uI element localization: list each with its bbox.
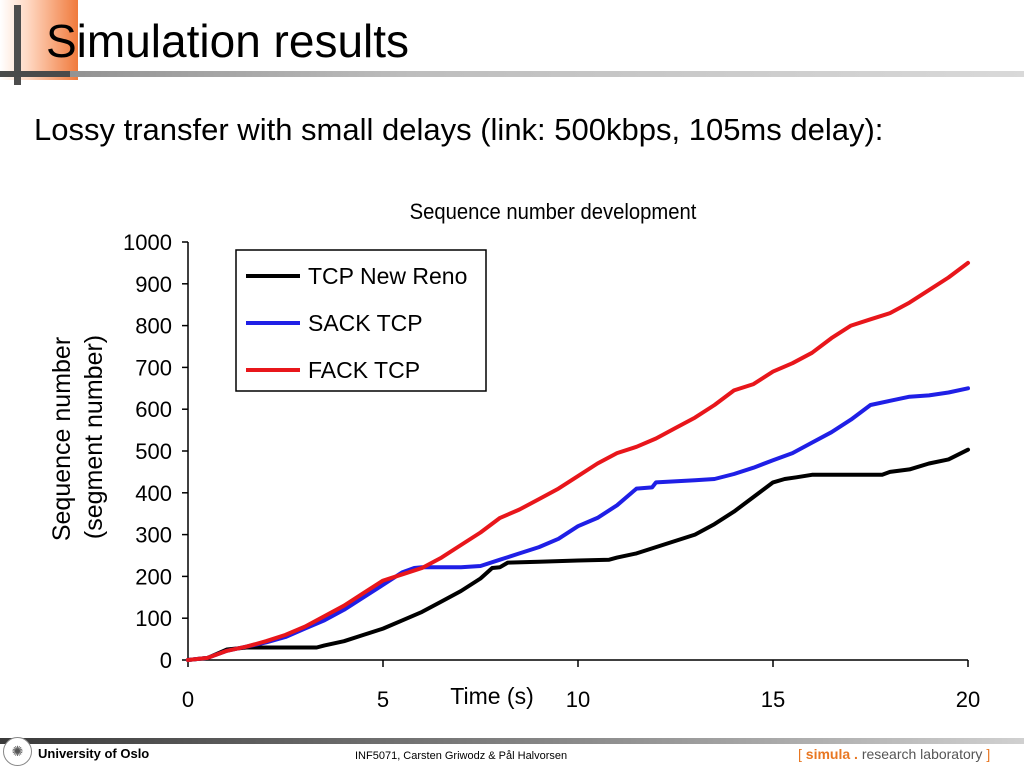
slide-title: Simulation results <box>46 15 410 67</box>
simula-logo: [ simula . research laboratory ] <box>798 746 990 762</box>
series-line-2 <box>186 386 970 662</box>
series-line-3 <box>186 260 970 662</box>
slide-subtitle: Lossy transfer with small delays (link: … <box>34 112 884 147</box>
university-seal-icon: ✺ <box>3 737 32 766</box>
title-accent-bar <box>14 5 21 85</box>
x-tick-label: 0 <box>182 687 194 712</box>
y-tick-label: 100 <box>135 606 172 631</box>
x-tick-label: 20 <box>956 687 980 712</box>
legend-label-1: TCP New Reno <box>308 263 467 289</box>
y-tick-label: 300 <box>135 523 172 548</box>
x-tick-label: 15 <box>761 687 785 712</box>
y-tick-label: 200 <box>135 564 172 589</box>
title-underline <box>0 71 1024 77</box>
series-line-1 <box>186 447 970 662</box>
legend-box <box>235 249 487 392</box>
y-tick-label: 700 <box>135 355 172 380</box>
y-axis-label-line1: Sequence number <box>48 337 76 541</box>
y-tick-label: 400 <box>135 481 172 506</box>
simula-bracket-open: [ <box>798 746 802 762</box>
chart-title: Sequence number development <box>410 200 697 224</box>
footer-line <box>0 738 1024 744</box>
legend-label-3: FACK TCP <box>308 357 420 383</box>
footer-course: INF5071, Carsten Griwodz & Pål Halvorsen <box>355 750 568 762</box>
simula-research-lab: research laboratory <box>861 746 983 762</box>
legend-label-2: SACK TCP <box>308 310 423 336</box>
simula-dot: . <box>854 746 858 762</box>
x-axis-label: Time (s) <box>450 683 533 709</box>
y-tick-label: 1000 <box>123 230 172 255</box>
simula-name: simula <box>805 746 851 762</box>
y-tick-label: 600 <box>135 397 172 422</box>
title-accent-gradient <box>0 0 78 80</box>
simula-bracket-close: ] <box>986 746 991 762</box>
x-tick-label: 5 <box>377 687 389 712</box>
footer-university: University of Oslo <box>38 746 150 761</box>
y-tick-label: 500 <box>135 439 172 464</box>
y-tick-label: 900 <box>135 272 172 297</box>
y-tick-label: 800 <box>135 314 172 339</box>
y-axis-label-line2: (segment number) <box>80 335 108 539</box>
y-tick-label: 0 <box>160 648 172 673</box>
title-underline-dark <box>0 71 70 77</box>
x-tick-label: 10 <box>566 687 590 712</box>
